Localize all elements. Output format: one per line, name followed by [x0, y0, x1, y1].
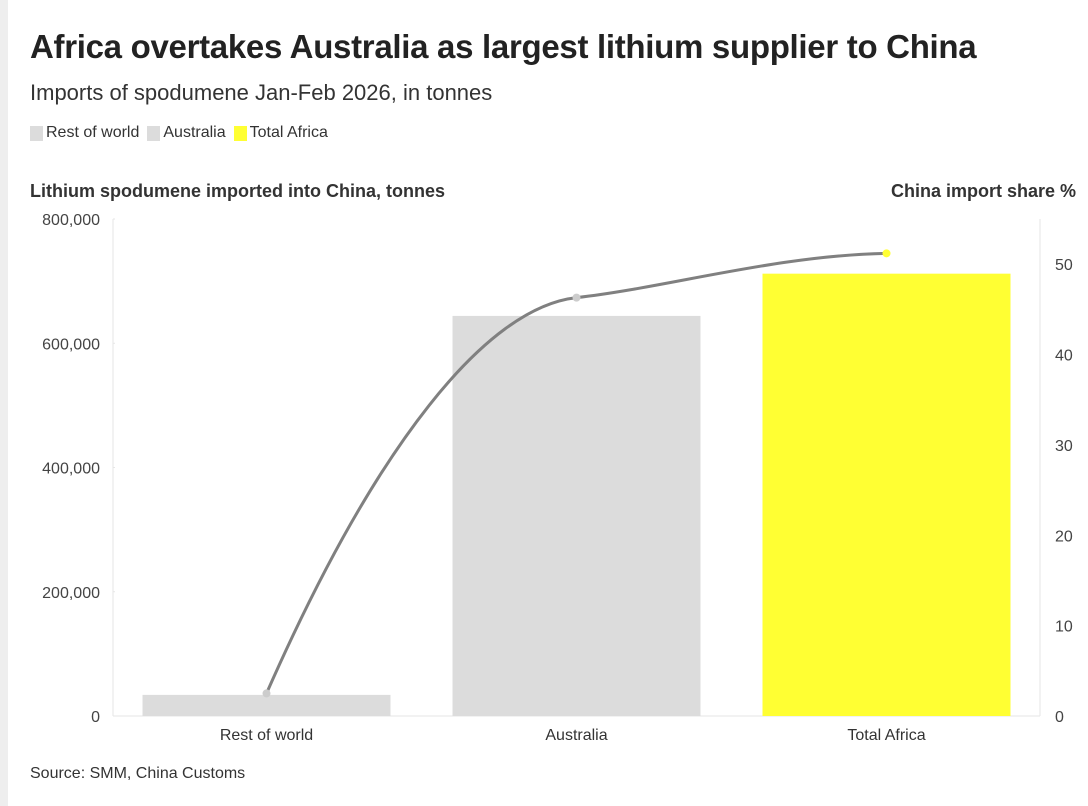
right-axis-title: China import share % — [890, 181, 1076, 201]
y-tick-label: 600,000 — [42, 336, 100, 353]
legend-label-rest-of-world: Rest of world — [46, 124, 140, 141]
legend: Rest of world Australia Total Africa — [30, 124, 336, 142]
legend-swatch-total-africa — [233, 125, 247, 141]
legend-swatch-rest-of-world — [30, 125, 43, 141]
source-note: Source: SMM, China Customs — [30, 765, 246, 782]
x-tick-label: Total Africa — [847, 727, 925, 744]
legend-swatch-australia — [147, 125, 161, 141]
y2-tick-label: 40 — [1055, 348, 1073, 365]
share-point-total-africa — [882, 249, 891, 258]
y-tick-label: 200,000 — [42, 585, 100, 602]
chart-title: Africa overtakes Australia as largest li… — [30, 28, 977, 65]
y2-tick-label: 30 — [1055, 438, 1073, 455]
y-tick-label: 800,000 — [42, 212, 100, 229]
legend-item-total-africa: Total Africa — [233, 124, 328, 142]
share-line — [265, 251, 887, 695]
legend-item-australia: Australia — [147, 124, 226, 142]
y2-tick-label: 0 — [1055, 709, 1064, 726]
left-rule — [0, 0, 8, 806]
share-point-rest-of-world — [262, 689, 271, 698]
legend-item-rest-of-world: Rest of world — [30, 124, 139, 142]
x-tick-label: Rest of world — [220, 727, 313, 744]
legend-label-australia: Australia — [163, 124, 226, 141]
y-tick-label: 0 — [91, 709, 100, 726]
y2-tick-label: 10 — [1055, 619, 1073, 636]
bar-australia — [452, 315, 701, 716]
bar-rest-of-world — [142, 694, 391, 716]
x-tick-label: Australia — [545, 727, 607, 744]
y2-tick-label: 20 — [1055, 528, 1073, 545]
legend-label-total-africa: Total Africa — [249, 124, 328, 141]
y2-tick-label: 50 — [1055, 257, 1073, 274]
share-point-australia — [572, 293, 581, 302]
chart-subtitle: Imports of spodumene Jan-Feb 2026, in to… — [30, 80, 493, 105]
bar-total-africa — [762, 273, 1011, 716]
left-axis-title: Lithium spodumene imported into China, t… — [30, 181, 445, 201]
y-tick-label: 400,000 — [42, 461, 100, 478]
